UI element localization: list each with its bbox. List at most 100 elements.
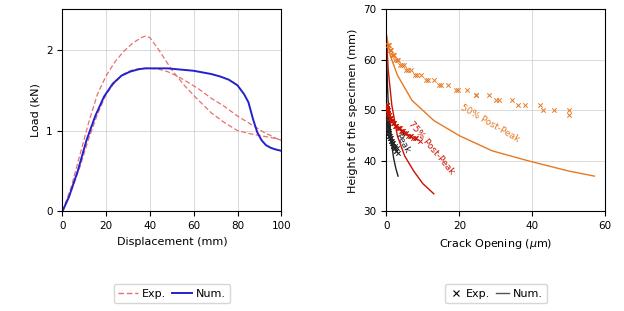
Point (383, 126, 392, 131)
Point (389, 146, 399, 151)
Point (403, 67, 413, 72)
Point (436, 83, 446, 88)
Point (382, 103, 392, 108)
Point (387, 138, 397, 143)
Point (444, 83, 454, 88)
Point (539, 108, 548, 113)
Point (383, 126, 393, 131)
Legend: Exp., Num.: Exp., Num. (445, 284, 547, 303)
Point (382, 105, 392, 110)
Point (382, 103, 392, 108)
Point (395, 63, 405, 67)
Point (412, 72, 422, 77)
Point (387, 141, 397, 146)
Point (387, 118, 397, 123)
Point (381, 103, 391, 108)
Point (401, 131, 411, 136)
Point (382, 115, 392, 120)
Point (434, 83, 444, 88)
Point (393, 57, 403, 62)
Point (388, 52, 397, 57)
Point (393, 151, 403, 156)
Point (392, 146, 402, 151)
Point (384, 131, 394, 136)
Point (507, 98, 517, 103)
Point (388, 52, 398, 57)
Point (410, 72, 420, 77)
Point (462, 88, 472, 93)
Point (398, 128, 408, 133)
Point (386, 47, 396, 52)
Point (396, 128, 406, 133)
Point (397, 63, 407, 67)
Point (415, 138, 425, 143)
Point (451, 88, 461, 93)
Point (406, 67, 416, 72)
Point (421, 77, 431, 82)
Point (394, 126, 404, 131)
Point (401, 131, 411, 136)
Point (403, 133, 413, 138)
Point (397, 128, 407, 133)
Point (388, 141, 398, 146)
Point (386, 115, 396, 120)
Point (389, 121, 399, 126)
Point (382, 110, 392, 115)
Point (392, 126, 402, 131)
Point (384, 42, 394, 47)
Point (389, 52, 399, 57)
Point (382, 110, 392, 115)
Point (520, 103, 530, 108)
Point (383, 42, 393, 47)
Point (494, 98, 504, 103)
Point (384, 47, 394, 52)
X-axis label: Displacement (mm): Displacement (mm) (117, 237, 227, 247)
Point (385, 133, 395, 138)
Text: 75% Post-Peak: 75% Post-Peak (406, 120, 456, 177)
Point (385, 115, 395, 120)
Point (484, 93, 494, 98)
Point (386, 136, 396, 141)
Y-axis label: Height of the specimen (mm): Height of the specimen (mm) (348, 28, 358, 193)
Point (383, 121, 392, 126)
Point (388, 118, 397, 123)
Point (399, 131, 409, 136)
Point (384, 113, 394, 118)
Point (388, 121, 398, 126)
Point (389, 146, 399, 151)
Point (382, 110, 392, 115)
Point (383, 118, 392, 123)
Point (390, 143, 400, 148)
Point (410, 136, 420, 141)
Point (394, 126, 404, 131)
Point (384, 113, 394, 118)
Point (382, 113, 392, 118)
Point (429, 77, 439, 82)
Point (382, 115, 392, 120)
Point (382, 105, 392, 110)
Point (564, 108, 574, 113)
Point (383, 108, 392, 113)
Point (470, 93, 480, 98)
Point (382, 108, 392, 113)
Point (385, 136, 395, 141)
Point (387, 141, 397, 146)
Point (388, 143, 398, 148)
Point (383, 121, 392, 126)
Point (423, 77, 433, 82)
Point (382, 113, 392, 118)
X-axis label: Crack Opening ($\mu$m): Crack Opening ($\mu$m) (439, 237, 552, 251)
Point (381, 105, 391, 110)
Point (391, 148, 401, 153)
Point (416, 72, 426, 77)
Point (383, 128, 393, 133)
Point (386, 115, 396, 120)
Point (384, 110, 394, 115)
Point (390, 123, 400, 128)
Point (513, 103, 523, 108)
Point (384, 133, 394, 138)
Point (386, 138, 396, 143)
Y-axis label: Load (kN): Load (kN) (31, 83, 41, 137)
Point (383, 123, 392, 128)
Point (383, 108, 392, 113)
